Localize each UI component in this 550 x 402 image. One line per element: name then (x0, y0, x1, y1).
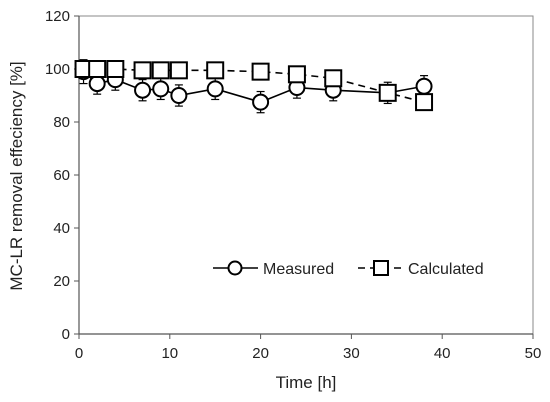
y-axis-title: MC-LR removal effeciency [%] (7, 61, 26, 290)
data-point-calculated (251, 62, 270, 81)
data-point-calculated (169, 61, 188, 80)
y-axis-ticks: 0 20 40 60 80 100 120 (45, 8, 79, 343)
data-point-measured (170, 87, 188, 104)
data-point-calculated (106, 60, 125, 78)
data-point-calculated (378, 83, 397, 102)
y-tick-label: 60 (53, 167, 70, 184)
data-point-calculated (415, 93, 434, 112)
series-layer (74, 59, 434, 114)
data-point-measured (134, 81, 152, 99)
x-tick-label: 40 (434, 345, 451, 362)
legend-marker-measured (227, 260, 243, 276)
x-tick-label: 20 (252, 345, 269, 362)
series-calculated (74, 60, 434, 112)
y-tick-label: 120 (45, 8, 70, 25)
x-tick-label: 50 (525, 345, 542, 362)
data-point-calculated (88, 60, 107, 78)
legend-label-calculated: Calculated (408, 261, 484, 278)
x-tick-label: 0 (75, 345, 83, 362)
x-axis-title: Time [h] (276, 373, 337, 392)
x-tick-label: 30 (343, 345, 360, 362)
y-tick-label: 20 (53, 273, 70, 290)
legend-marker-calculated (373, 260, 389, 276)
legend-item-measured: Measured (213, 260, 334, 278)
data-point-calculated (151, 61, 170, 80)
data-point-calculated (133, 61, 152, 80)
legend-item-calculated: Calculated (358, 260, 484, 278)
x-axis-ticks: 0 10 20 30 40 50 (75, 334, 542, 362)
data-point-calculated (206, 61, 225, 80)
data-point-calculated (287, 65, 306, 84)
x-tick-label: 10 (161, 345, 178, 362)
y-tick-label: 40 (53, 220, 70, 237)
legend-label-measured: Measured (263, 261, 334, 278)
data-point-measured (88, 75, 106, 93)
data-point-calculated (324, 69, 343, 88)
y-tick-label: 100 (45, 61, 70, 78)
data-point-measured (252, 93, 270, 111)
y-tick-label: 80 (53, 114, 70, 131)
data-point-measured (152, 80, 170, 98)
legend: Measured Calculated (213, 260, 484, 278)
data-point-measured (206, 80, 224, 98)
y-tick-label: 0 (62, 326, 70, 343)
data-point-measured (415, 77, 433, 95)
